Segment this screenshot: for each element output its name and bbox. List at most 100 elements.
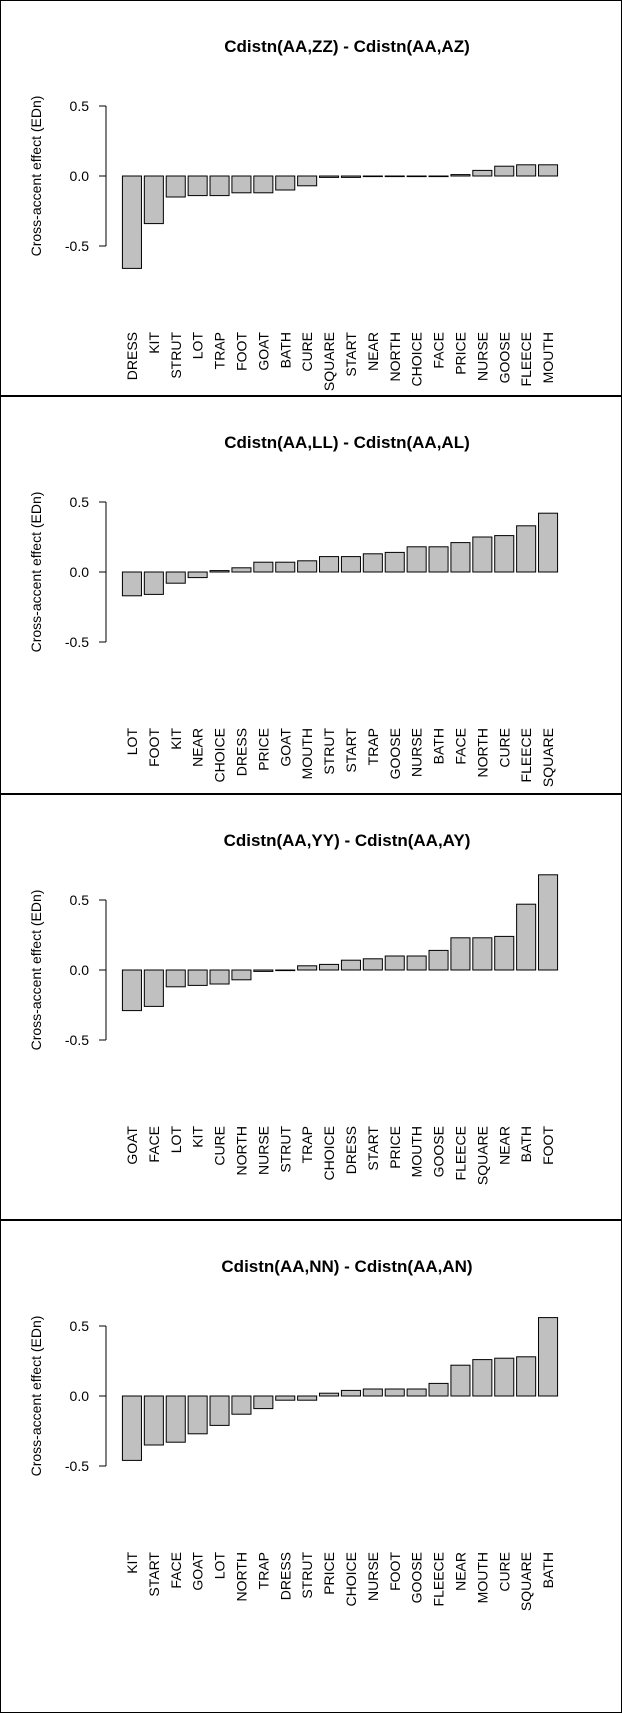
category-label: START	[146, 1552, 162, 1597]
bar-mouth	[297, 560, 318, 573]
chart-panel: Cdistn(AA,ZZ) - Cdistn(AA,AZ) Cross-accen…	[0, 0, 622, 396]
category-label: DRESS	[277, 1552, 293, 1600]
category-label: GOAT	[190, 1552, 206, 1591]
bar-chart: Cdistn(AA,ZZ) - Cdistn(AA,AZ) Cross-accen…	[28, 37, 559, 391]
category-label: LOT	[190, 332, 206, 360]
chart-title: Cdistn(AA,LL) - Cdistn(AA,AL)	[224, 433, 470, 452]
category-label: CHOICE	[321, 1126, 337, 1180]
bar-goat	[275, 561, 296, 573]
bar-goat	[187, 1395, 208, 1435]
bar-near	[362, 175, 383, 178]
category-label: DRESS	[124, 332, 140, 380]
category-label: STRUT	[321, 728, 337, 775]
y-tick-label: -0.5	[65, 634, 89, 650]
bar-trap	[297, 965, 318, 971]
category-label: GOOSE	[387, 728, 403, 779]
bar-start	[362, 958, 383, 971]
bar-price	[384, 955, 405, 971]
category-label: CURE	[299, 332, 315, 372]
category-label: BATH	[540, 1552, 556, 1588]
category-label: CURE	[496, 1552, 512, 1592]
bar-foot	[143, 571, 164, 595]
bar-fleece	[450, 937, 471, 971]
category-label: NURSE	[474, 332, 490, 381]
category-label: STRUT	[299, 1552, 315, 1599]
category-label: CURE	[212, 1126, 228, 1166]
bar-goose	[428, 949, 449, 971]
category-label: LOT	[168, 1126, 184, 1154]
category-label: START	[343, 332, 359, 377]
bar-kit	[187, 969, 208, 986]
bar-cure	[297, 175, 318, 187]
bar-bath	[516, 903, 537, 971]
bar-price	[450, 174, 471, 177]
y-tick-label: -0.5	[65, 1458, 89, 1474]
category-label: NORTH	[474, 728, 490, 778]
category-label: GOOSE	[431, 1126, 447, 1177]
y-axis-label: Cross-accent effect (EDn)	[28, 1316, 44, 1477]
bar-near	[494, 935, 515, 971]
bar-dress	[121, 175, 142, 269]
category-label: KIT	[124, 1552, 140, 1574]
y-tick-label: -0.5	[65, 238, 89, 254]
y-tick-label: 0.0	[70, 962, 90, 978]
category-label: FACE	[168, 1552, 184, 1589]
bar-trap	[209, 175, 230, 197]
bar-nurse	[472, 169, 493, 177]
bar-chart: Cdistn(AA,YY) - Cdistn(AA,AY) Cross-accen…	[28, 831, 559, 1185]
bar-bath	[275, 175, 296, 191]
bar-goose	[384, 551, 405, 573]
bar-nurse	[362, 1388, 383, 1397]
category-label: PRICE	[255, 728, 271, 771]
bar-fleece	[516, 525, 537, 573]
bar-face	[450, 542, 471, 573]
category-label: MOUTH	[409, 1126, 425, 1177]
category-label: NORTH	[233, 1126, 249, 1176]
bar-foot	[538, 874, 559, 971]
category-label: NORTH	[233, 1552, 249, 1602]
bar-goat	[121, 969, 142, 1012]
bar-strut	[319, 556, 340, 573]
bar-mouth	[472, 1359, 493, 1397]
category-label: GOAT	[277, 728, 293, 767]
bar-kit	[121, 1395, 142, 1461]
category-label: GOAT	[255, 332, 271, 371]
bar-mouth	[538, 164, 559, 177]
y-tick-label: -0.5	[65, 1032, 89, 1048]
bar-bath	[538, 1317, 559, 1397]
category-label: NORTH	[387, 332, 403, 382]
y-tick-label: 0.5	[70, 1318, 90, 1334]
category-label: SQUARE	[540, 728, 556, 787]
bar-trap	[253, 1395, 274, 1410]
category-label: FACE	[146, 1126, 162, 1163]
category-label: FLEECE	[518, 728, 534, 782]
category-label: TRAP	[255, 1552, 271, 1589]
category-label: LOT	[124, 728, 140, 756]
bar-cure	[209, 969, 230, 985]
bar-north	[384, 175, 405, 178]
category-label: PRICE	[321, 1552, 337, 1595]
bar-price	[319, 1392, 340, 1397]
category-label: BATH	[431, 728, 447, 764]
bar-chart: Cdistn(AA,NN) - Cdistn(AA,AN) Cross-accen…	[28, 1257, 559, 1611]
bar-goat	[253, 175, 274, 194]
category-label: FLEECE	[452, 1126, 468, 1180]
y-axis-label: Cross-accent effect (EDn)	[28, 96, 44, 257]
category-label: NURSE	[365, 1552, 381, 1601]
category-label: KIT	[168, 728, 184, 750]
category-label: FOOT	[146, 728, 162, 767]
category-label: FLEECE	[518, 332, 534, 386]
category-label: CHOICE	[343, 1552, 359, 1606]
category-label: BATH	[277, 332, 293, 368]
category-label: PRICE	[387, 1126, 403, 1169]
category-label: FACE	[431, 332, 447, 369]
category-label: GOAT	[124, 1126, 140, 1165]
bar-lot	[209, 1395, 230, 1426]
category-label: START	[343, 728, 359, 773]
bar-lot	[121, 571, 142, 597]
category-label: PRICE	[452, 332, 468, 375]
bar-face	[165, 1395, 186, 1443]
category-label: LOT	[212, 1552, 228, 1580]
category-label: MOUTH	[299, 728, 315, 779]
